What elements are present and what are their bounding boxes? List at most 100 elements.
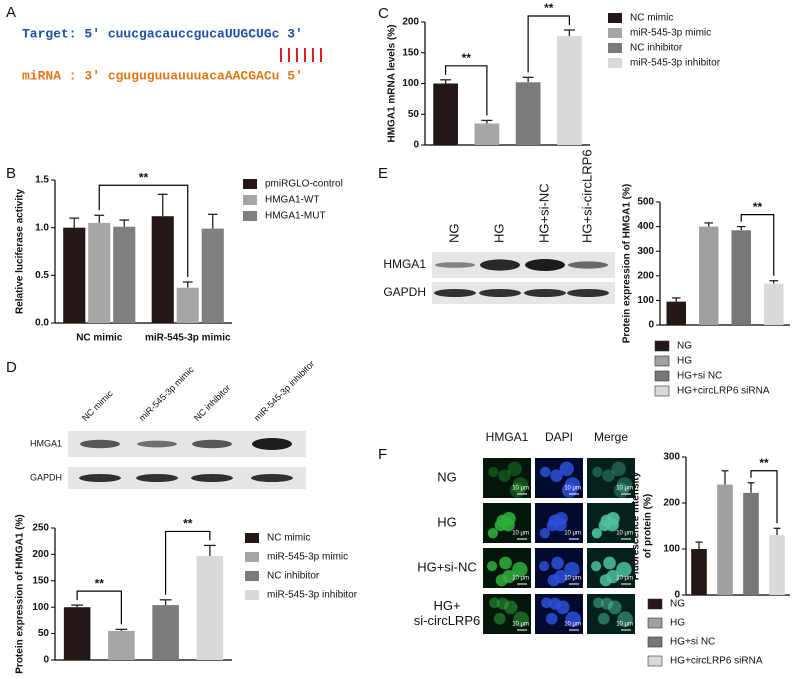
scale-bar-label: 10 μm bbox=[616, 531, 633, 537]
cell bbox=[555, 600, 570, 615]
significance-bracket bbox=[165, 530, 211, 595]
significance-bracket bbox=[750, 470, 778, 524]
significance-bracket bbox=[76, 590, 122, 625]
legend-swatch bbox=[243, 211, 257, 221]
legend-label: miR-545-3p inhibitor bbox=[630, 58, 721, 69]
cell bbox=[488, 466, 499, 478]
y-tick-label: 0 bbox=[43, 655, 49, 666]
y-axis-label: Relative luciferase activity bbox=[15, 189, 26, 315]
cell bbox=[607, 600, 622, 615]
bar bbox=[88, 222, 111, 323]
blot-band bbox=[524, 289, 566, 297]
bar bbox=[63, 607, 91, 660]
y-axis-label: Protein expression of HMGA1 (%) bbox=[15, 514, 26, 673]
cell bbox=[501, 518, 515, 532]
legend-swatch bbox=[245, 533, 259, 543]
base-pairing bbox=[280, 48, 322, 62]
column-label: DAPI bbox=[545, 430, 573, 444]
legend-swatch bbox=[243, 179, 257, 189]
y-tick-label: 0 bbox=[413, 140, 419, 151]
blot-band bbox=[79, 474, 121, 482]
blot-band bbox=[191, 474, 233, 482]
legend-label: HG+circLRP6 siRNA bbox=[677, 386, 770, 397]
legend-swatch bbox=[654, 355, 670, 367]
x-tick-label: NC mimic bbox=[76, 333, 123, 344]
y-tick-label: 400 bbox=[637, 221, 654, 232]
x-tick-label: miR-545-3p mimic bbox=[145, 333, 231, 344]
bar bbox=[151, 216, 174, 323]
y-tick-label: 100 bbox=[637, 295, 654, 306]
legend-label: miR-545-3p mimic bbox=[630, 28, 711, 39]
legend-label: HMGA1-WT bbox=[265, 195, 319, 206]
cell bbox=[591, 528, 603, 539]
legend-swatch bbox=[647, 617, 663, 629]
legend-label: NG bbox=[670, 599, 685, 610]
legend-label: NG bbox=[677, 341, 692, 352]
y-tick-label: 500 bbox=[637, 197, 654, 208]
bar bbox=[113, 226, 136, 323]
legend-swatch bbox=[243, 195, 257, 205]
y-tick-label: 50 bbox=[38, 628, 50, 639]
y-tick-label: 100 bbox=[402, 78, 419, 89]
bar bbox=[557, 36, 582, 145]
cell bbox=[593, 597, 604, 609]
bar bbox=[474, 123, 500, 145]
legend-swatch bbox=[654, 340, 670, 352]
image-tile bbox=[587, 458, 635, 498]
legend-label: miR-545-3p mimic bbox=[267, 552, 348, 563]
lane-label: NG bbox=[446, 224, 461, 244]
legend-label: HMGA1-MUT bbox=[265, 211, 326, 222]
lane-label: HG+si-NC bbox=[536, 183, 551, 243]
significance-label: ** bbox=[759, 456, 769, 470]
scale-bar-label: 10 μm bbox=[616, 576, 633, 582]
cell bbox=[551, 556, 564, 570]
legend-swatch bbox=[245, 590, 259, 600]
y-tick-label: 150 bbox=[402, 47, 419, 58]
cell bbox=[498, 469, 511, 482]
cell bbox=[489, 597, 500, 609]
bar bbox=[731, 230, 751, 325]
legend-label: HG+circLRP6 siRNA bbox=[670, 656, 763, 667]
legend-label: NC inhibitor bbox=[267, 571, 320, 582]
scale-bar-label: 10 μm bbox=[512, 531, 529, 537]
y-tick-label: 0 bbox=[674, 590, 680, 601]
lane-label: HG+si-circLRP6 bbox=[579, 149, 594, 243]
image-tile bbox=[483, 458, 531, 498]
cell bbox=[590, 561, 602, 572]
blot-strip bbox=[432, 282, 615, 304]
y-tick-label: 1.0 bbox=[35, 222, 49, 233]
y-tick-label: 200 bbox=[32, 549, 49, 560]
y-tick-label: 1.5 bbox=[35, 175, 49, 186]
legend-label: pmiRGLO-control bbox=[265, 179, 343, 190]
legend-swatch bbox=[608, 58, 622, 68]
panel-letter: E bbox=[378, 165, 388, 182]
cell bbox=[541, 597, 552, 609]
cell bbox=[565, 611, 581, 628]
row-label: si-circLRP6 bbox=[414, 613, 480, 628]
blot-band bbox=[136, 474, 178, 482]
y-axis-label: Fluorescence intensity bbox=[631, 471, 642, 580]
legend-label: NC inhibitor bbox=[630, 43, 683, 54]
panel-letter: D bbox=[6, 359, 17, 376]
cell bbox=[512, 561, 528, 578]
significance-label: ** bbox=[95, 576, 105, 590]
mirna-sequence: miRNA : 3' cguguguuauuuacaAACGACu 5' bbox=[22, 68, 303, 83]
cell bbox=[616, 561, 632, 578]
cell bbox=[550, 469, 563, 482]
significance-label: ** bbox=[183, 517, 193, 531]
legend-swatch bbox=[245, 571, 259, 581]
scale-bar-label: 10 μm bbox=[512, 622, 529, 628]
cell bbox=[513, 611, 529, 628]
y-tick-label: 0.5 bbox=[35, 270, 49, 281]
bar bbox=[769, 535, 785, 595]
cell bbox=[605, 518, 619, 532]
scale-bar-label: 10 μm bbox=[512, 486, 529, 492]
y-tick-label: 200 bbox=[663, 498, 680, 509]
row-label: HG+ bbox=[433, 598, 460, 613]
blot-band bbox=[251, 474, 293, 482]
legend-label: HG bbox=[670, 618, 685, 629]
lane-label: HG bbox=[491, 224, 506, 244]
panel-letter: A bbox=[6, 4, 16, 21]
cell bbox=[512, 477, 529, 493]
